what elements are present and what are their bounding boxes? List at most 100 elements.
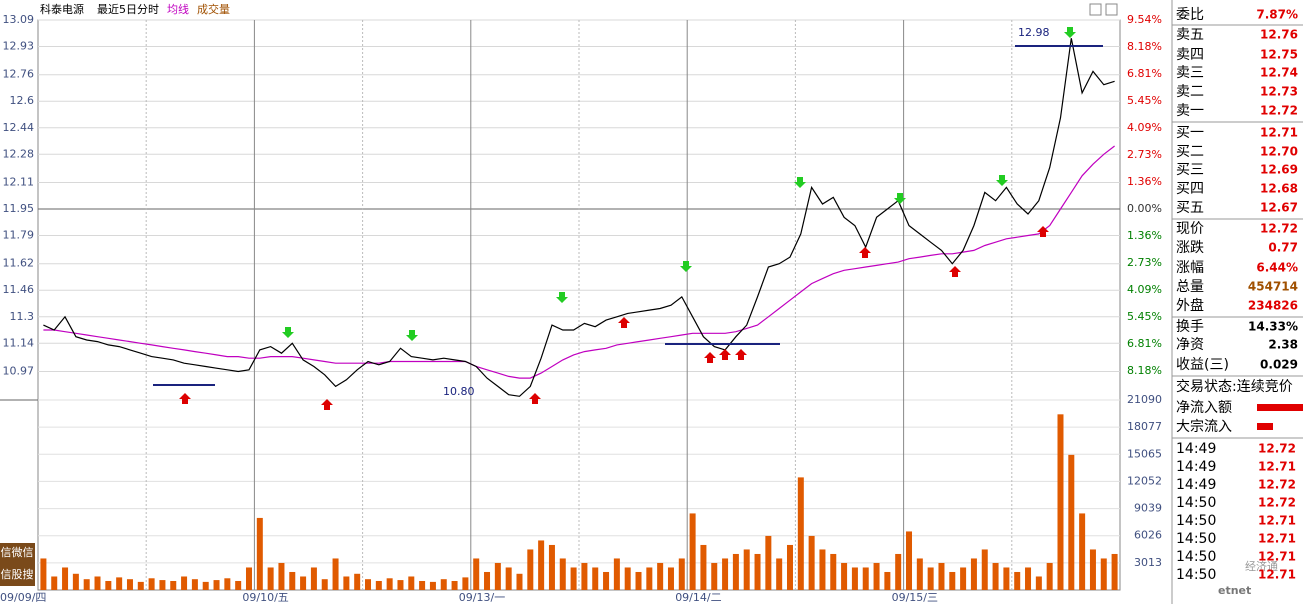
close-button[interactable] [1105,3,1118,16]
side-buttons [0,543,35,586]
side-button[interactable]: 信股搜 [1,567,34,581]
volume-bar [786,544,793,590]
y2-tick-label: 5.45% [1127,94,1162,107]
volume-tick-label: 15065 [1127,447,1162,460]
volume-bar [970,558,977,590]
volume-bar [354,573,361,590]
volume-bar [862,567,869,590]
volume-bar [1046,562,1053,590]
volume-bar [732,553,739,590]
y-tick-label: 12.44 [3,121,35,134]
volume-bar [527,549,534,590]
volume-bar [365,579,372,590]
volume-bar [624,567,631,590]
volume-bar [711,562,718,590]
quote-label: 买三 [1176,162,1204,178]
chart-subtitle: 最近5日分时 [97,3,159,16]
quote-label: 收益(三) [1176,357,1229,373]
volume-bar [570,567,577,590]
y-tick-label: 12.6 [10,94,35,107]
volume-bar [689,513,696,590]
buy-arrow [529,393,541,404]
volume-bar [819,549,826,590]
volume-bar [484,571,491,590]
volume-bar [245,567,252,590]
volume-bar [667,567,674,590]
volume-bar [960,567,967,590]
x-tick-label: 09/14/二 [675,591,721,604]
volume-bar [851,567,858,590]
volume-bar [873,562,880,590]
volume-bar [765,535,772,590]
volume-bar [949,571,956,590]
volume-bar [462,577,469,590]
y-tick-label: 11.62 [3,257,35,270]
buy-arrow [1037,226,1049,237]
y2-tick-label: 6.81% [1127,67,1162,80]
volume-bar [473,558,480,590]
volume-tick-label: 18077 [1127,420,1162,433]
trade-time: 14:50 [1176,495,1216,511]
y2-tick-label: 9.54% [1127,13,1162,26]
quote-label: 买五 [1176,200,1204,216]
volume-bar [603,571,610,590]
trade-price: 12.71 [1258,568,1296,582]
volume-bar [224,578,231,590]
volume-bar [581,562,588,590]
sell-arrow [556,292,568,303]
y-tick-label: 12.76 [3,68,35,81]
volume-bar [148,578,155,590]
buy-arrow [618,317,630,328]
volume-bar [916,558,923,590]
volume-bar [126,579,133,590]
volume-bar [841,562,848,590]
quote-value: 2.38 [1268,338,1298,352]
volume-bar [1068,454,1075,590]
volume-bar [1025,567,1032,590]
volume-bar [754,553,761,590]
legend-avg: 均线 [167,2,189,16]
x-tick-label: 09/13/一 [459,591,505,604]
y2-tick-label: 1.36% [1127,229,1162,242]
sell-arrow [680,261,692,272]
quote-value: 12.75 [1260,48,1298,62]
volume-bar [310,567,317,590]
y-tick-label: 12.28 [3,147,35,160]
y2-tick-label: 2.73% [1127,148,1162,161]
side-button[interactable]: 信微信 [1,545,34,559]
volume-bar [375,580,382,590]
volume-bar [700,544,707,590]
volume-bar [992,562,999,590]
trade-time: 14:50 [1176,531,1216,547]
quote-value: 12.70 [1260,145,1298,159]
watermark-en: etnet [1218,584,1251,597]
volume-bar [884,571,891,590]
quote-label: 净资 [1176,337,1204,353]
stock-name: 科泰电源 [40,2,84,16]
y2-tick-label: 8.18% [1127,40,1162,53]
volume-bar [397,580,404,590]
volume-bar [267,567,274,590]
quote-value: 12.69 [1260,163,1298,177]
y-tick-label: 12.11 [3,175,35,188]
sell-arrow [282,327,294,338]
sell-arrow [996,175,1008,186]
volume-bar [289,571,296,590]
volume-tick-label: 9039 [1134,502,1162,515]
y-tick-label: 11.79 [3,229,35,242]
volume-bar [830,553,837,590]
sell-arrow [1064,27,1076,38]
y-tick-label: 11.95 [3,202,35,215]
volume-bar [235,580,242,590]
y-tick-label: 12.93 [3,40,35,53]
quote-value: 0.77 [1268,241,1298,255]
volume-bar [797,477,804,590]
volume-bar [159,580,166,590]
volume-bar [1100,558,1107,590]
x-tick-label: 09/10/五 [242,591,288,604]
zoom-button[interactable] [1089,3,1102,16]
volume-bar [548,544,555,590]
volume-bar [343,576,350,590]
flow-label: 净流入额 [1176,400,1232,416]
